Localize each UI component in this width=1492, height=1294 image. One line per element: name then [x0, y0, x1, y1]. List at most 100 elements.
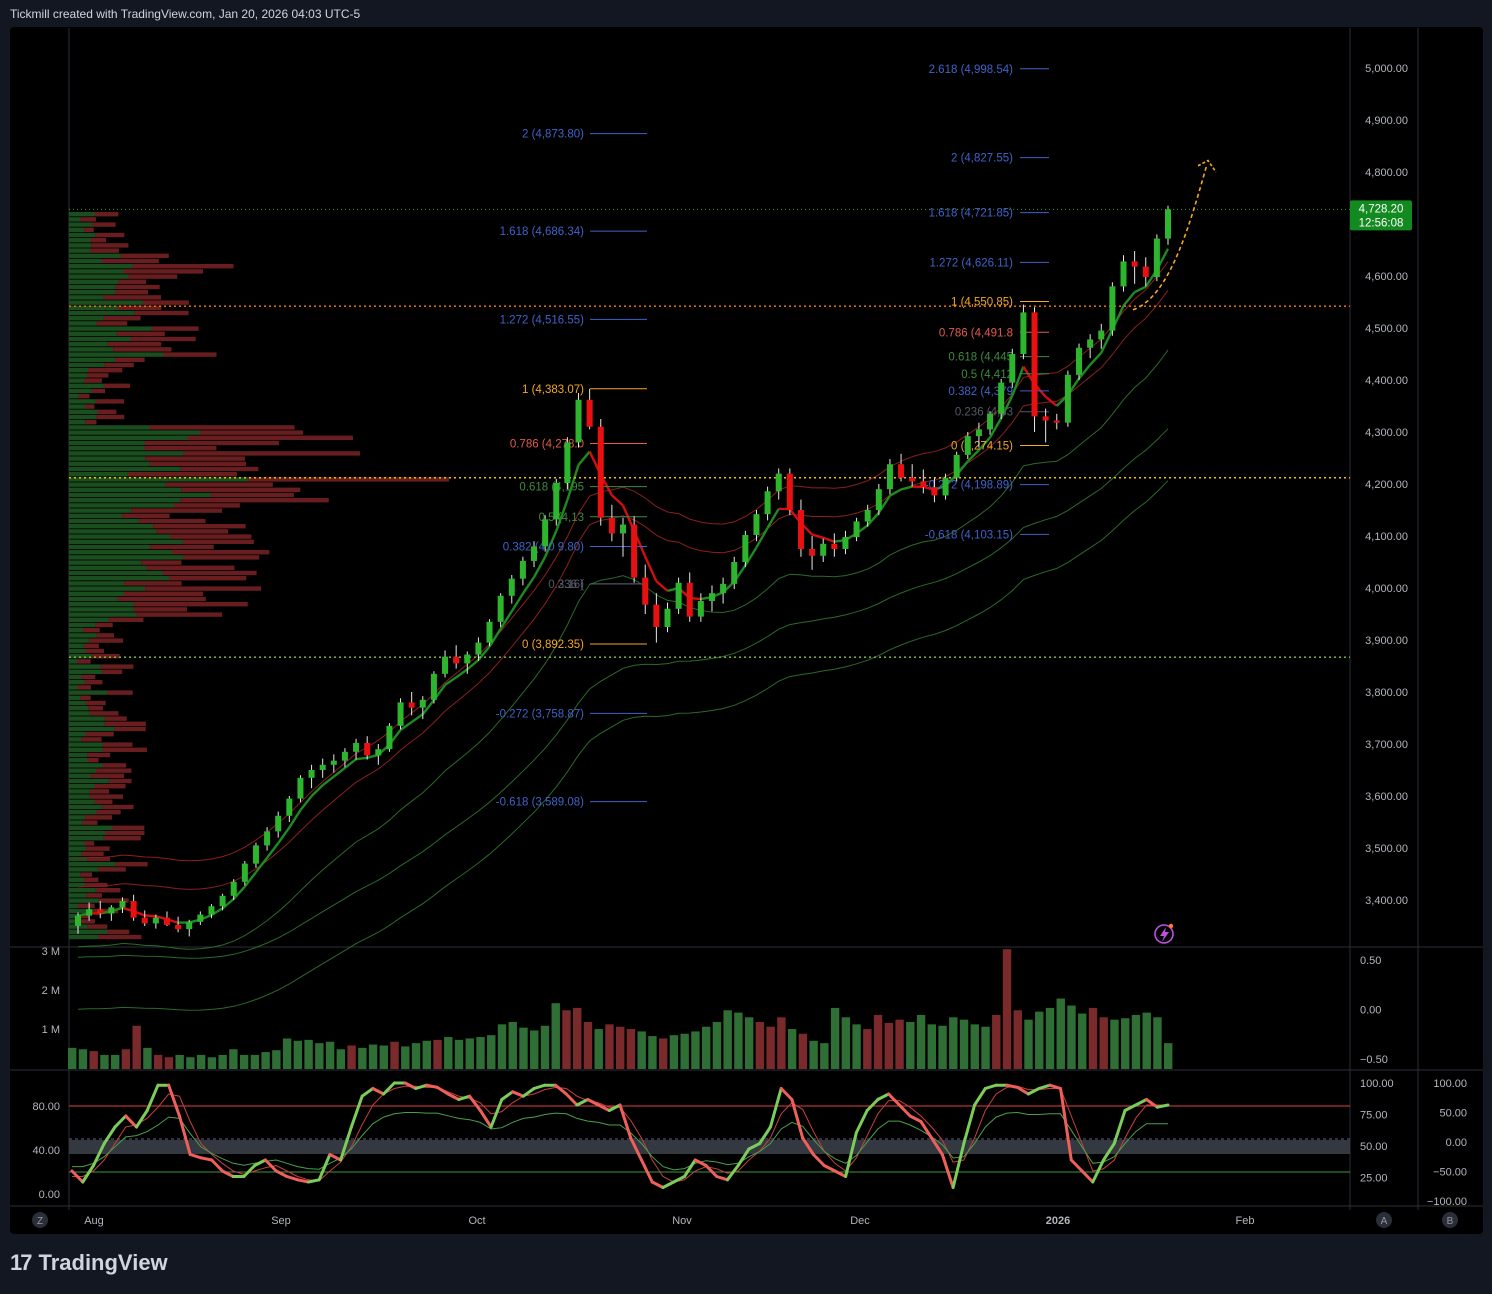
trend-ma-segment	[144, 914, 156, 918]
volume-profile-down	[156, 529, 229, 534]
volume-profile-down	[83, 643, 99, 648]
candle-up	[553, 482, 560, 520]
oscillator-k-segment	[768, 1087, 783, 1129]
oscillator-k-segment	[317, 1153, 332, 1182]
volume-profile-down	[115, 862, 148, 867]
oscillator-k-segment	[876, 1092, 891, 1101]
auto-scale-button[interactable]: A	[1376, 1212, 1392, 1228]
volume-profile-up	[69, 227, 85, 232]
volume-profile	[69, 212, 449, 940]
oscillator-k-segment	[177, 1114, 192, 1156]
volume-bar	[658, 1038, 668, 1069]
volume-bar	[68, 1047, 77, 1069]
volume-profile-up	[69, 877, 84, 882]
volume-profile-up	[69, 763, 103, 768]
price-tick-label: 3,800.00	[1365, 687, 1408, 699]
volume-profile-down	[85, 815, 113, 820]
volume-bar	[1067, 1005, 1076, 1069]
trend-ma-segment	[644, 556, 658, 582]
volume-profile-down	[115, 284, 160, 290]
volume-profile-up	[69, 279, 119, 284]
trend-ma-segment	[766, 508, 780, 529]
volume-profile-down	[79, 914, 90, 919]
volume-bar	[906, 1022, 915, 1069]
trend-ma-segment	[866, 511, 880, 527]
volume-right-axis-label: −0.50	[1360, 1054, 1388, 1066]
volume-profile-down	[82, 820, 98, 825]
volume-bar	[143, 1047, 152, 1069]
time-axis-label: Oct	[468, 1215, 485, 1227]
volume-profile-down	[180, 498, 329, 503]
volume-profile-up	[69, 664, 101, 669]
fib-level-label: 2 (4,827.55)	[951, 153, 1013, 165]
volume-profile-down	[118, 305, 162, 310]
scale-b-button[interactable]: B	[1442, 1212, 1458, 1228]
volume-bar	[616, 1026, 625, 1069]
fibonacci-extension-1[interactable]: 2 (4,873.80) 1.618 (4,686.34) 1.272 (4,516…	[496, 129, 647, 809]
volume-profile-down	[98, 898, 129, 903]
volume-bar	[454, 1039, 464, 1069]
volume-profile-up	[69, 331, 117, 336]
trend-ma-segment	[510, 593, 524, 612]
candle-up	[308, 770, 315, 778]
volume-profile-up	[69, 659, 77, 664]
price-tick-label: 3,500.00	[1365, 843, 1408, 855]
fib-level-label: 0.236 (4,33	[955, 407, 1013, 419]
volume-bar	[884, 1022, 894, 1069]
oscillator-k-segment	[1016, 1085, 1030, 1096]
time-axis[interactable]: Aug Sep Oct Nov Dec 2026 Feb	[84, 1215, 1254, 1227]
trend-ma-segment	[277, 826, 291, 844]
oscillator-k-segment	[478, 1109, 493, 1129]
candle-up	[1076, 347, 1083, 375]
oscillator-far-right-axis-label: −100.00	[1427, 1196, 1467, 1208]
fib-level-label: 2 (4,873.80)	[522, 129, 584, 141]
oscillator-k-segment	[736, 1147, 751, 1167]
volume-profile-down	[83, 877, 99, 882]
volume-profile-down	[210, 492, 294, 498]
candle-down	[1131, 261, 1138, 267]
volume-bar	[1088, 1007, 1098, 1069]
volume-profile-up	[69, 903, 78, 908]
candle-down	[831, 543, 838, 549]
volume-profile-up	[69, 456, 146, 461]
projection-arrow[interactable]	[1132, 159, 1217, 311]
volume-profile-up	[69, 830, 106, 836]
candle-down	[1053, 420, 1060, 423]
fibonacci-extension-2[interactable]: 2.618 (4,998.54) 2 (4,827.55) 1.618 (4,721…	[925, 64, 1049, 542]
volume-bar	[701, 1026, 711, 1069]
trend-ma-segment	[900, 485, 913, 491]
volume-profile-up	[69, 617, 109, 622]
volume-profile-down	[89, 711, 119, 716]
trend-ma-segment	[232, 885, 246, 900]
volume-profile-up	[69, 898, 99, 903]
volume-profile-down	[81, 851, 104, 856]
candle-up	[864, 510, 871, 522]
lightning-icon[interactable]	[1154, 923, 1174, 944]
candle-down	[1142, 266, 1149, 278]
volume-profile-down	[96, 768, 132, 773]
volume-bar	[153, 1054, 163, 1069]
volume-profile-down	[102, 747, 147, 752]
volume-bar	[798, 1033, 808, 1069]
price-axis[interactable]: 5,000.004,900.004,800.004,700.004,600.00…	[1365, 63, 1408, 907]
volume-profile-up	[69, 836, 104, 841]
trend-ma-segment	[811, 533, 824, 539]
oscillator-k-segment	[274, 1169, 289, 1178]
oscillator-k-segment	[973, 1087, 987, 1107]
oscillator-k-segment	[597, 1103, 611, 1112]
fib-level-label: 1 (4,383.07)	[522, 384, 584, 396]
volume-bar	[605, 1024, 614, 1069]
volume-bar	[959, 1019, 969, 1069]
fib-level-label: 0.382 (4,379	[948, 386, 1013, 398]
volume-profile-up	[69, 726, 115, 732]
volume-profile-up	[69, 362, 105, 368]
volume-profile-down	[94, 799, 113, 804]
svg-text:B: B	[1447, 1216, 1454, 1227]
volume-profile-down	[91, 388, 106, 394]
volume-bar	[744, 1017, 754, 1069]
volume-bar	[981, 1026, 990, 1069]
candle-down	[364, 742, 371, 756]
log-scale-toggle-button[interactable]: Z	[32, 1212, 48, 1228]
volume-profile-down	[84, 841, 95, 846]
